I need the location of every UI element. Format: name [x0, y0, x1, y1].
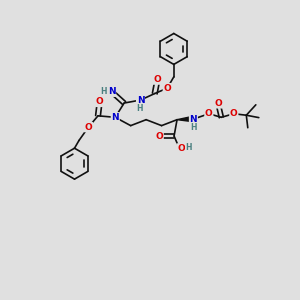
Text: O: O: [230, 109, 238, 118]
Text: O: O: [85, 123, 92, 132]
Text: O: O: [164, 84, 171, 93]
Polygon shape: [177, 117, 191, 122]
Text: O: O: [214, 99, 222, 108]
Text: H: H: [136, 104, 143, 113]
Text: O: O: [205, 109, 213, 118]
Text: O: O: [96, 97, 103, 106]
Text: N: N: [190, 115, 197, 124]
Text: O: O: [177, 144, 185, 153]
Text: H: H: [191, 123, 197, 132]
Text: H: H: [100, 87, 106, 96]
Text: O: O: [155, 131, 163, 140]
Text: O: O: [153, 75, 161, 84]
Text: N: N: [111, 113, 119, 122]
Text: N: N: [108, 87, 116, 96]
Text: N: N: [137, 96, 144, 105]
Text: H: H: [186, 143, 192, 152]
